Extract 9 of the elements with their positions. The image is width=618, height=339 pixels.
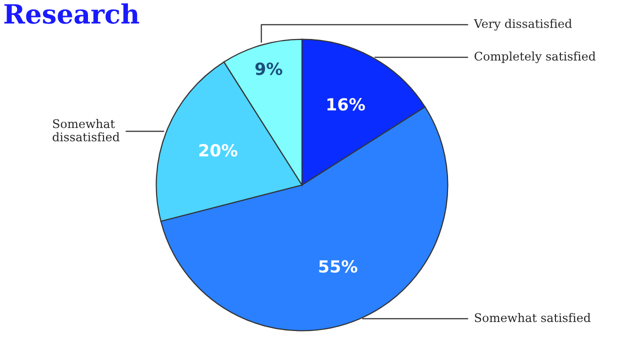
data-label: 16% [327,98,365,111]
data-label: 55% [319,260,358,273]
chart-title: Research [4,3,140,24]
data-label: 9% [255,62,282,76]
data-label: 20% [199,144,238,157]
slice-label: Very dissatisfied [474,18,572,31]
slice-label: Completely satisfied [474,52,596,64]
slice-label: Somewhat dissatisfied [52,119,120,142]
slice-label: Somewhat satisfied [474,313,591,322]
